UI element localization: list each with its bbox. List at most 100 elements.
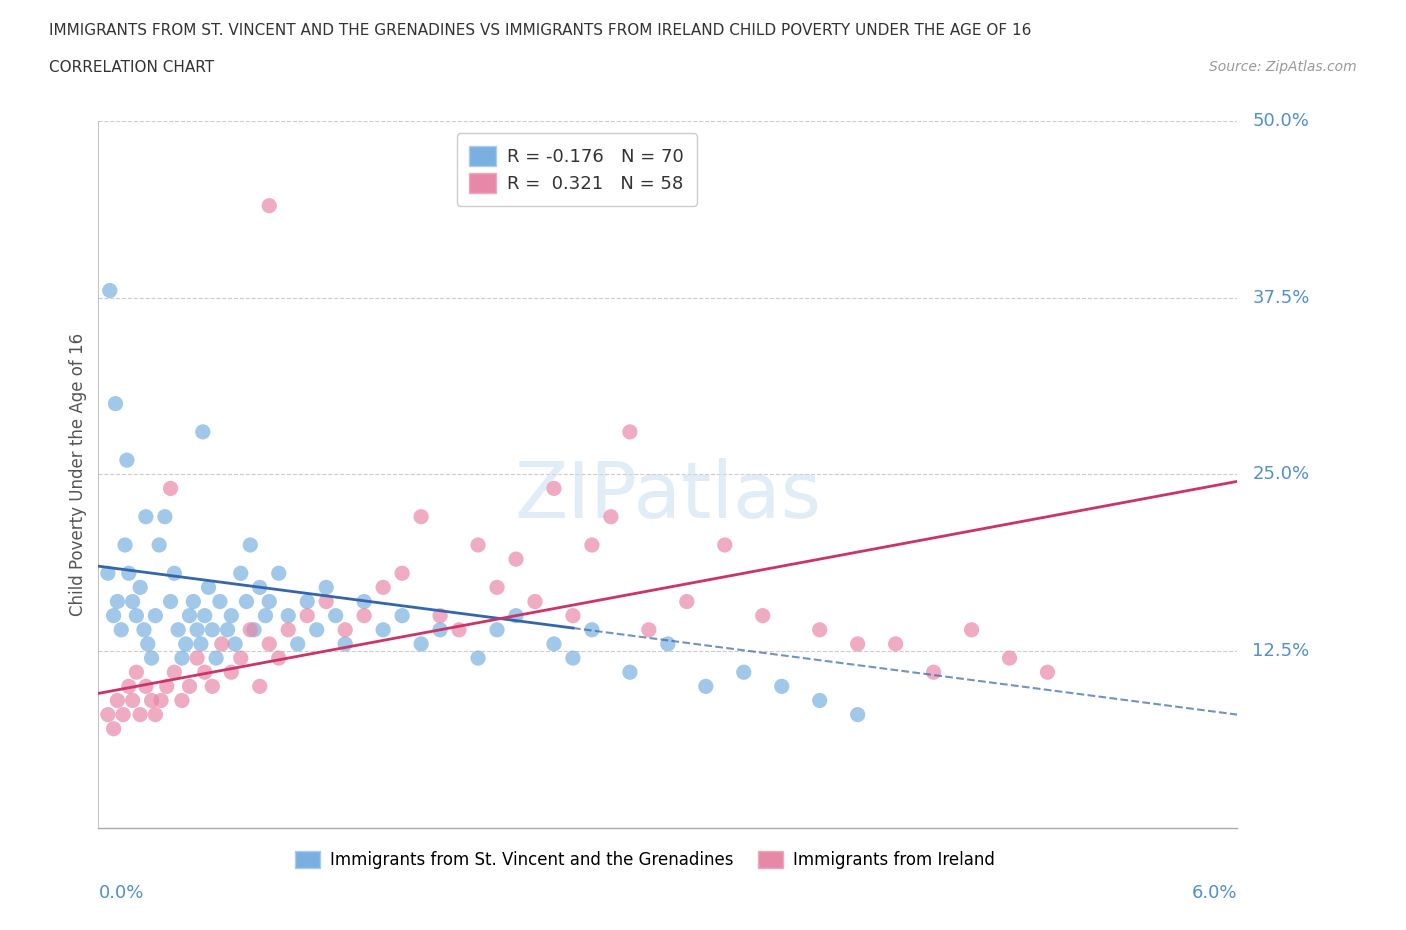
Point <box>325 608 347 623</box>
Point <box>163 565 186 580</box>
Point <box>156 679 179 694</box>
Point <box>191 424 214 439</box>
Point <box>150 693 173 708</box>
Point <box>201 622 224 637</box>
Point <box>153 510 176 525</box>
Point <box>486 580 509 595</box>
Point <box>183 594 205 609</box>
Point <box>561 651 585 666</box>
Text: 50.0%: 50.0% <box>1253 112 1309 130</box>
Point <box>249 580 271 595</box>
Point <box>97 565 120 580</box>
Text: 6.0%: 6.0% <box>1192 884 1237 902</box>
Point <box>205 651 228 666</box>
Point <box>145 608 166 623</box>
Point <box>118 679 141 694</box>
Point <box>239 538 262 552</box>
Point <box>657 636 679 651</box>
Point <box>998 651 1021 666</box>
Point <box>97 707 120 722</box>
Point <box>194 608 217 623</box>
Point <box>98 283 121 298</box>
Point <box>239 622 262 637</box>
Point <box>581 622 603 637</box>
Text: IMMIGRANTS FROM ST. VINCENT AND THE GRENADINES VS IMMIGRANTS FROM IRELAND CHILD : IMMIGRANTS FROM ST. VINCENT AND THE GREN… <box>49 23 1032 38</box>
Point <box>174 636 197 651</box>
Point <box>505 551 527 566</box>
Point <box>561 608 585 623</box>
Point <box>107 693 129 708</box>
Point <box>114 538 136 552</box>
Point <box>429 622 451 637</box>
Point <box>159 481 181 496</box>
Text: Source: ZipAtlas.com: Source: ZipAtlas.com <box>1209 60 1357 74</box>
Point <box>219 665 243 680</box>
Point <box>297 594 319 609</box>
Point <box>145 707 166 722</box>
Point <box>619 665 641 680</box>
Point <box>170 693 193 708</box>
Text: CORRELATION CHART: CORRELATION CHART <box>49 60 214 75</box>
Point <box>224 636 246 651</box>
Point <box>619 424 641 439</box>
Point <box>167 622 190 637</box>
Point <box>277 622 299 637</box>
Point <box>229 651 252 666</box>
Point <box>752 608 775 623</box>
Point <box>103 722 125 737</box>
Point <box>186 651 208 666</box>
Point <box>254 608 277 623</box>
Point <box>305 622 328 637</box>
Point <box>107 594 129 609</box>
Point <box>371 622 394 637</box>
Point <box>287 636 309 651</box>
Point <box>129 707 152 722</box>
Point <box>132 622 155 637</box>
Point <box>259 198 281 213</box>
Point <box>1036 665 1059 680</box>
Point <box>600 510 623 525</box>
Point <box>243 622 266 637</box>
Point <box>148 538 170 552</box>
Point <box>543 481 565 496</box>
Point <box>159 594 181 609</box>
Point <box>194 665 217 680</box>
Point <box>125 608 148 623</box>
Point <box>543 636 565 651</box>
Point <box>391 608 413 623</box>
Point <box>197 580 219 595</box>
Point <box>259 636 281 651</box>
Point <box>676 594 699 609</box>
Point <box>467 538 489 552</box>
Legend: Immigrants from St. Vincent and the Grenadines, Immigrants from Ireland: Immigrants from St. Vincent and the Gren… <box>288 844 1002 876</box>
Point <box>186 622 208 637</box>
Point <box>135 679 157 694</box>
Point <box>808 693 831 708</box>
Point <box>229 565 252 580</box>
Text: 0.0%: 0.0% <box>98 884 143 902</box>
Point <box>118 565 141 580</box>
Point <box>315 580 337 595</box>
Point <box>259 594 281 609</box>
Point <box>104 396 127 411</box>
Point <box>170 651 193 666</box>
Point <box>315 594 337 609</box>
Point <box>141 651 163 666</box>
Text: ZIPatlas: ZIPatlas <box>515 458 821 534</box>
Point <box>135 510 157 525</box>
Point <box>411 510 433 525</box>
Y-axis label: Child Poverty Under the Age of 16: Child Poverty Under the Age of 16 <box>69 333 87 616</box>
Point <box>505 608 527 623</box>
Point <box>267 565 290 580</box>
Point <box>297 608 319 623</box>
Point <box>713 538 737 552</box>
Point <box>103 608 125 623</box>
Point <box>411 636 433 651</box>
Point <box>922 665 945 680</box>
Point <box>277 608 299 623</box>
Point <box>353 608 375 623</box>
Point <box>219 608 243 623</box>
Point <box>695 679 717 694</box>
Point <box>141 693 163 708</box>
Point <box>391 565 413 580</box>
